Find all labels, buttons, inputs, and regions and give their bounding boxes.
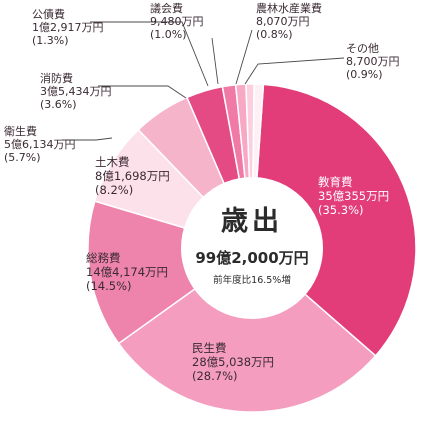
- slice-label-pct_text-8: (0.8%): [256, 28, 293, 41]
- leader-lines: [62, 21, 345, 141]
- slice-label-pct_text-4: (5.7%): [4, 151, 41, 164]
- slice-label-name-3: 土木費: [95, 155, 130, 169]
- leader-line-6: [90, 21, 209, 87]
- slice-label-name-0: 教育費: [318, 175, 353, 189]
- slice-label-name-6: 公債費: [32, 7, 65, 21]
- slice-label-amount-0: 35億355万円: [318, 189, 389, 203]
- slice-label-pct_text-0: (35.3%): [318, 203, 364, 217]
- slice-label-pct_text-3: (8.2%): [95, 183, 133, 197]
- leader-line-5: [98, 85, 187, 99]
- slice-label-name-7: 議会費: [150, 1, 183, 15]
- leader-line-4: [62, 137, 113, 141]
- slice-label-name-9: その他: [346, 42, 379, 55]
- slice-label-name-1: 民生費: [192, 341, 227, 355]
- slice-label-amount-9: 8,700万円: [346, 55, 400, 68]
- slice-label-name-8: 農林水産業費: [256, 1, 322, 15]
- slice-label-name-2: 総務費: [86, 251, 121, 265]
- pie-slice-0: [251, 83, 417, 357]
- slice-label-amount-6: 1億2,917万円: [32, 21, 104, 34]
- pie-slice-1: [117, 247, 377, 413]
- slice-label-amount-3: 8億1,698万円: [95, 169, 170, 183]
- slice-label-amount-2: 14億4,174万円: [86, 265, 168, 279]
- center-note: 前年度比16.5%増: [213, 274, 291, 286]
- slice-label-amount-7: 9,480万円: [150, 15, 204, 28]
- slice-label-amount-5: 3億5,434万円: [40, 85, 112, 98]
- leader-line-9: [244, 57, 345, 85]
- slice-label-name-5: 消防費: [40, 71, 73, 85]
- slice-label-amount-8: 8,070万円: [256, 15, 310, 28]
- center-total: 99億2,000万円: [195, 249, 308, 267]
- pie-center: 歳出 99億2,000万円 前年度比16.5%増: [181, 177, 323, 319]
- slice-label-pct_text-9: (0.9%): [346, 68, 383, 81]
- leader-line-7: [211, 37, 219, 85]
- slice-label-amount-1: 28億5,038万円: [192, 355, 274, 369]
- center-title: 歳出: [221, 206, 283, 237]
- leader-line-8: [235, 29, 253, 85]
- slice-label-name-4: 衛生費: [4, 124, 37, 138]
- center-disc: [181, 177, 323, 319]
- slice-label-pct_text-5: (3.6%): [40, 98, 77, 111]
- slice-label-pct_text-2: (14.5%): [86, 279, 132, 293]
- slice-label-pct_text-7: (1.0%): [150, 28, 187, 41]
- slice-label-amount-4: 5億6,134万円: [4, 138, 76, 151]
- slice-label-pct_text-6: (1.3%): [32, 34, 69, 47]
- slice-label-pct_text-1: (28.7%): [192, 369, 238, 383]
